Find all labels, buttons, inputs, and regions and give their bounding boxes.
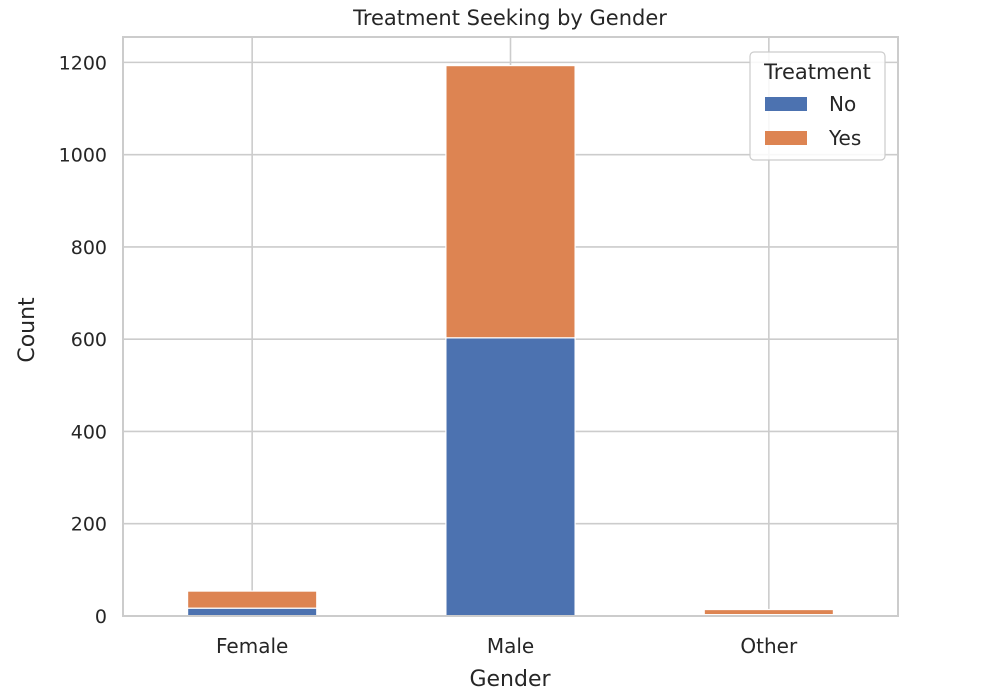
bar-no-male: [445, 337, 576, 617]
legend: Treatment No Yes: [749, 51, 886, 161]
bar-yes-other: [703, 608, 835, 616]
bar-yes-male: [445, 65, 576, 339]
plot-frame: [122, 36, 899, 617]
bars: [186, 65, 835, 617]
y-tick-label: 200: [71, 514, 107, 536]
x-tick-label: Female: [216, 634, 288, 658]
bar-no-female: [186, 607, 318, 617]
legend-swatch-no: [765, 97, 807, 111]
legend-title: Treatment: [763, 60, 871, 84]
y-tick-label: 1200: [59, 52, 107, 74]
y-tick-label: 1000: [59, 145, 107, 167]
legend-label-no: No: [829, 92, 856, 116]
y-tick-label: 800: [71, 237, 107, 259]
legend-label-yes: Yes: [828, 126, 861, 150]
y-axis-label: Count: [15, 297, 40, 363]
x-tick-label: Other: [740, 634, 798, 658]
y-tick-label: 0: [95, 606, 107, 628]
y-tick-label: 400: [71, 421, 107, 443]
legend-swatch-yes: [765, 131, 807, 145]
x-tick-label: Male: [487, 634, 534, 658]
bar-yes-female: [186, 590, 318, 609]
y-tick-label: 600: [71, 329, 107, 351]
chart-title: Treatment Seeking by Gender: [352, 6, 667, 30]
x-axis-label: Gender: [469, 667, 551, 692]
